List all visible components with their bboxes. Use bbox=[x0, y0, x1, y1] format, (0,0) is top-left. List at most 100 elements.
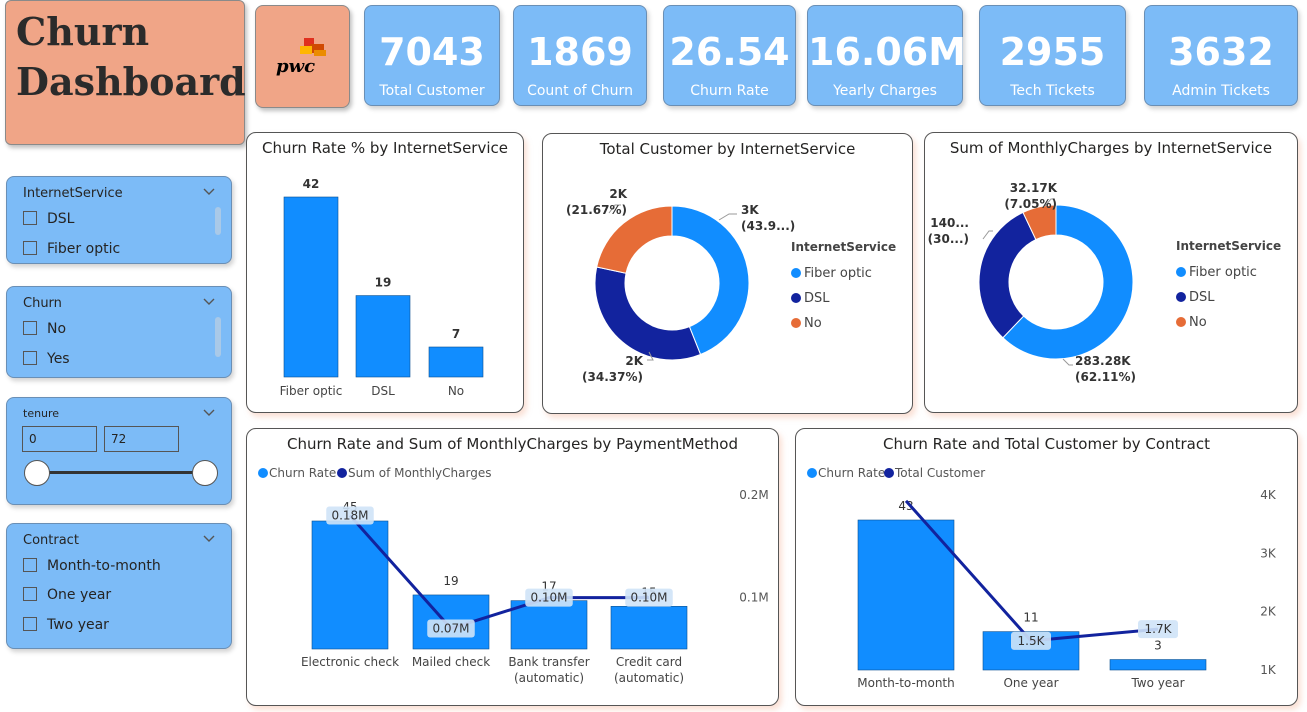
x-tick-label: Bank transfer bbox=[508, 655, 589, 669]
kpi-value: 3632 bbox=[1168, 30, 1274, 74]
line-data-label-bg bbox=[625, 588, 673, 607]
slicer-option-dsl[interactable]: DSL bbox=[23, 211, 74, 227]
line-data-label: 0.10M bbox=[630, 591, 667, 605]
y2-tick-label: 0.1M bbox=[739, 591, 768, 605]
chart-title: Churn Rate % by InternetService bbox=[261, 139, 508, 157]
chart-churn-rate-monthlycharges-by-paymentmethod[interactable]: Churn Rate and Sum of MonthlyCharges by … bbox=[246, 428, 779, 706]
slice-percent-label: (21.67%) bbox=[566, 203, 627, 217]
kpi-value: 16.06M bbox=[808, 30, 967, 74]
legend-title: InternetService bbox=[1176, 239, 1281, 253]
chart-total-customer-by-internetservice[interactable]: Total Customer by InternetService 3K (43.… bbox=[542, 133, 913, 414]
checkbox[interactable] bbox=[23, 211, 37, 225]
pwc-logo: pwc bbox=[276, 38, 326, 77]
donut-slice bbox=[594, 266, 702, 361]
line-data-label-bg bbox=[427, 619, 475, 638]
slicer-contract: Contract Month-to-month One year Two yea… bbox=[6, 523, 232, 649]
checkbox[interactable] bbox=[23, 617, 37, 631]
checkbox[interactable] bbox=[23, 351, 37, 365]
legend-entry: Sum of MonthlyCharges bbox=[348, 466, 491, 480]
dashboard-title: Churn Dashboard bbox=[16, 7, 246, 107]
legend-entry: Fiber optic bbox=[804, 266, 872, 281]
option-label: Month-to-month bbox=[47, 558, 161, 574]
option-label: Fiber optic bbox=[47, 241, 121, 257]
slicer-option-yes[interactable]: Yes bbox=[23, 351, 70, 367]
checkbox[interactable] bbox=[23, 558, 37, 572]
option-label: DSL bbox=[47, 211, 75, 227]
kpi-admin-tickets: 3632 Admin Tickets bbox=[1144, 5, 1298, 106]
chart-churn-rate-by-internetservice[interactable]: Churn Rate % by InternetService 42 Fiber … bbox=[246, 132, 524, 413]
slicer-option-two-year[interactable]: Two year bbox=[23, 617, 109, 633]
slicer-scrollbar[interactable] bbox=[215, 207, 221, 235]
kpi-label: Churn Rate bbox=[690, 83, 769, 99]
y2-tick-label: 1K bbox=[1260, 663, 1277, 677]
tenure-max-input[interactable]: 72 bbox=[104, 426, 179, 452]
logo-text: pwc bbox=[276, 56, 315, 77]
slicer-option-no[interactable]: No bbox=[23, 321, 66, 337]
data-label: 42 bbox=[303, 177, 320, 191]
tenure-slider-max-handle[interactable] bbox=[192, 460, 218, 486]
checkbox[interactable] bbox=[23, 321, 37, 335]
slicer-title: Churn bbox=[23, 296, 62, 311]
x-tick-label: Mailed check bbox=[412, 655, 490, 669]
slicer-churn: Churn No Yes bbox=[6, 286, 232, 378]
option-label: Yes bbox=[47, 351, 70, 367]
checkbox[interactable] bbox=[23, 241, 37, 255]
tenure-slider-track[interactable] bbox=[43, 471, 207, 474]
dashboard-title-card: Churn Dashboard bbox=[5, 0, 246, 145]
bar bbox=[610, 606, 688, 650]
x-tick-label: Month-to-month bbox=[857, 676, 955, 690]
legend-entry: No bbox=[1189, 315, 1207, 330]
leader-line bbox=[608, 204, 621, 214]
bar bbox=[428, 346, 484, 378]
y2-tick-label: 0.2M bbox=[739, 488, 768, 502]
legend-marker bbox=[807, 468, 817, 478]
legend-title: InternetService bbox=[791, 240, 896, 254]
data-label: 3 bbox=[1154, 639, 1162, 653]
slicer-option-month-to-month[interactable]: Month-to-month bbox=[23, 558, 161, 574]
y2-tick-label: 3K bbox=[1260, 546, 1277, 560]
chart-canvas: 3K (43.9...) 2K (34.37%) 2K (21.67%) InternetS… bbox=[566, 187, 896, 384]
chevron-down-icon[interactable] bbox=[203, 185, 215, 197]
x-tick-label: One year bbox=[1003, 676, 1058, 690]
data-label: 43 bbox=[898, 499, 913, 513]
y2-tick-label: 2K bbox=[1260, 605, 1277, 619]
leader-line bbox=[982, 230, 993, 240]
slice-percent-label: (30...) bbox=[928, 232, 969, 246]
bar bbox=[311, 520, 389, 650]
donut-slice bbox=[671, 205, 750, 356]
x-tick-label: Electronic check bbox=[301, 655, 399, 669]
donut-slice bbox=[1002, 204, 1134, 360]
bar bbox=[355, 295, 411, 378]
slicer-tenure: tenure 0 72 bbox=[6, 397, 232, 505]
checkbox[interactable] bbox=[23, 587, 37, 601]
chevron-down-icon[interactable] bbox=[203, 406, 215, 418]
slicer-option-fiber-optic[interactable]: Fiber optic bbox=[23, 241, 120, 257]
slice-value-label: 32.17K bbox=[1010, 181, 1058, 195]
slicer-option-one-year[interactable]: One year bbox=[23, 587, 111, 603]
chart-monthlycharges-by-internetservice[interactable]: Sum of MonthlyCharges by InternetService… bbox=[924, 132, 1298, 413]
line-data-label: 0.07M bbox=[432, 621, 469, 635]
bar bbox=[283, 196, 339, 378]
option-label: Two year bbox=[47, 617, 109, 633]
slice-value-label: 140... bbox=[930, 216, 969, 230]
legend-marker bbox=[1176, 267, 1186, 277]
x-tick-label: Credit card bbox=[616, 655, 682, 669]
x-tick-label: (automatic) bbox=[514, 671, 584, 685]
chevron-down-icon[interactable] bbox=[203, 295, 215, 307]
chevron-down-icon[interactable] bbox=[203, 532, 215, 544]
tenure-slider-min-handle[interactable] bbox=[24, 460, 50, 486]
tenure-min-input[interactable]: 0 bbox=[22, 426, 97, 452]
chart-churn-rate-total-customer-by-contract[interactable]: Churn Rate and Total Customer by Contrac… bbox=[795, 428, 1298, 706]
leader-line bbox=[718, 213, 737, 221]
slicer-title: Contract bbox=[23, 533, 79, 548]
legend-marker bbox=[791, 318, 801, 328]
slicer-scrollbar[interactable] bbox=[215, 317, 221, 357]
legend-marker bbox=[791, 268, 801, 278]
leader-line bbox=[1044, 198, 1055, 207]
kpi-value: 1869 bbox=[527, 30, 633, 74]
slice-percent-label: (62.11%) bbox=[1075, 370, 1136, 384]
line-data-label: 1.5K bbox=[1018, 634, 1046, 648]
legend-marker bbox=[258, 468, 268, 478]
bar bbox=[857, 519, 955, 671]
